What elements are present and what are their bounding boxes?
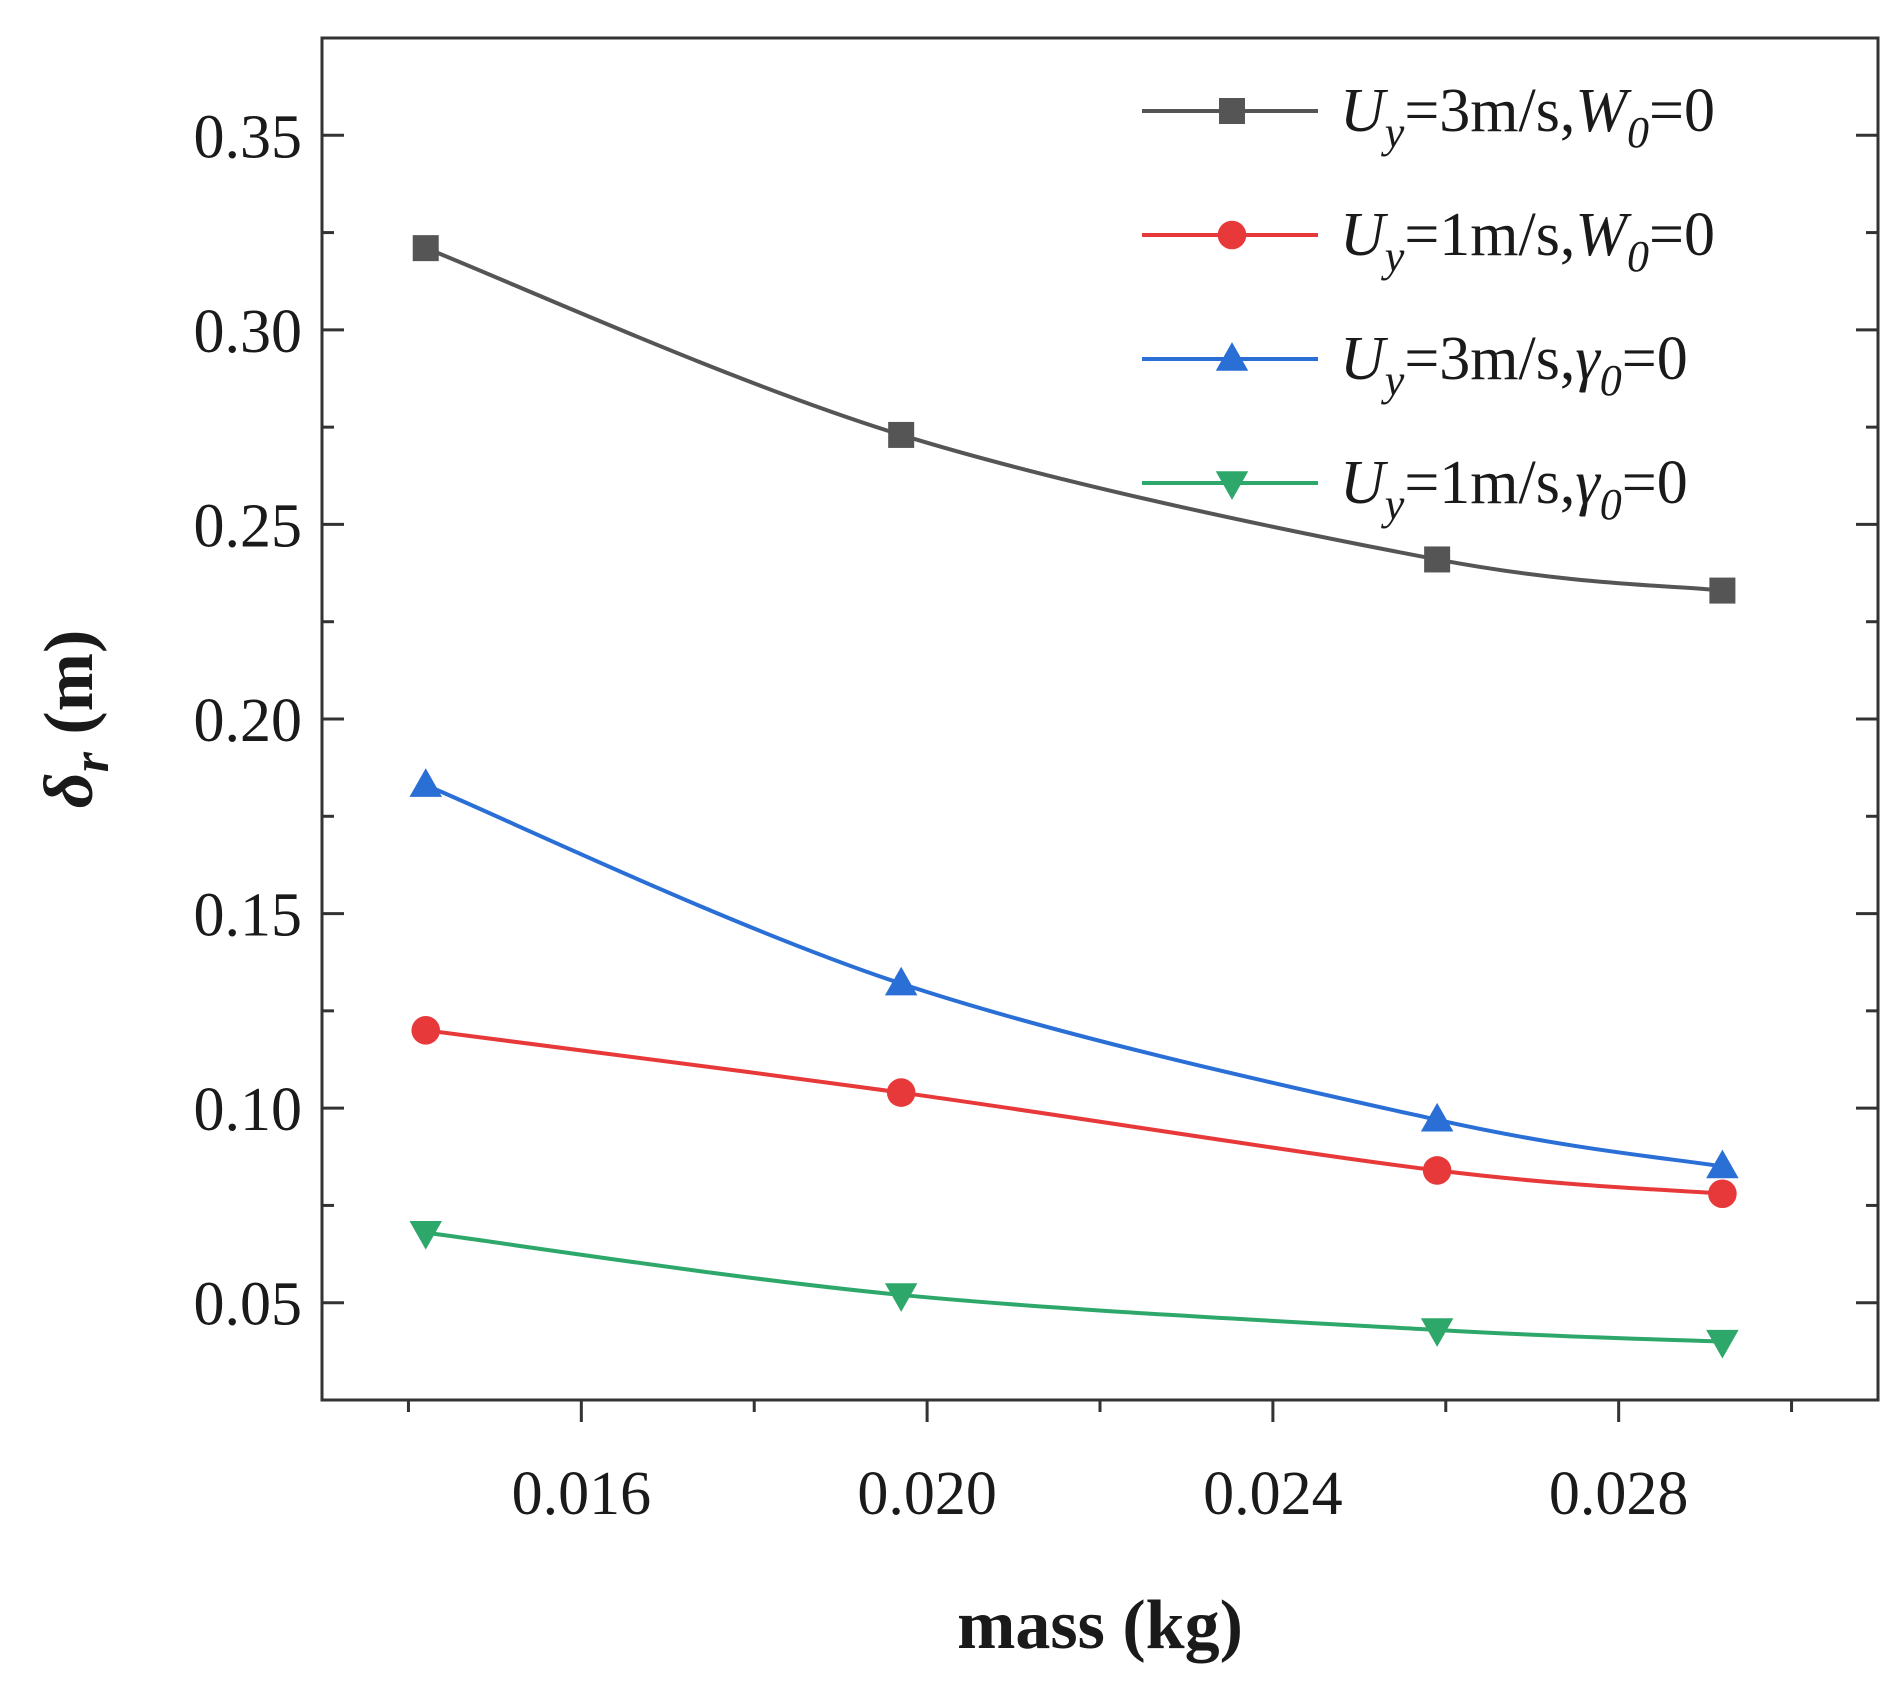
axis-titles: mass (kg) δr (m) bbox=[31, 630, 1243, 1664]
data-point bbox=[1709, 577, 1736, 604]
legend-marker bbox=[1219, 98, 1245, 124]
x-tick-label: 0.024 bbox=[1203, 1460, 1343, 1528]
legend-entry: Uy=3m/s,γ0=0 bbox=[1142, 325, 1688, 405]
legend-label: Uy=1m/s,γ0=0 bbox=[1340, 449, 1688, 529]
x-tick-label: 0.016 bbox=[512, 1460, 652, 1528]
axes-layer: 0.05 0.10 0.15 0.20 0.25 0.30 0.35 0.016 0.020 0.… bbox=[194, 36, 1880, 1528]
legend-entry: Uy=3m/s,W0=0 bbox=[1142, 77, 1715, 157]
legend-label: Uy=3m/s,γ0=0 bbox=[1340, 325, 1688, 405]
data-point bbox=[409, 768, 442, 797]
legend: Uy=3m/s,W0=0 Uy=1m/s,W0=0 Uy=3m/s,γ0=0 Uy=1… bbox=[1142, 77, 1715, 529]
series-layer bbox=[409, 235, 1739, 1359]
data-point bbox=[1420, 1102, 1454, 1132]
y-tick-label: 0.30 bbox=[194, 298, 303, 366]
legend-marker bbox=[1217, 220, 1247, 250]
legend-entry: Uy=1m/s,γ0=0 bbox=[1142, 449, 1688, 529]
data-point bbox=[409, 1220, 442, 1250]
data-point bbox=[1420, 1318, 1454, 1347]
data-point bbox=[1424, 546, 1451, 573]
series-0 bbox=[412, 235, 1736, 604]
series-line bbox=[425, 246, 1723, 593]
x-tick-label: 0.028 bbox=[1549, 1460, 1689, 1528]
legend-label: Uy=3m/s,W0=0 bbox=[1340, 77, 1715, 157]
legend-label: Uy=1m/s,W0=0 bbox=[1340, 201, 1715, 281]
series-line bbox=[424, 783, 1723, 1169]
y-axis-title: δr (m) bbox=[31, 630, 120, 809]
y-tick-label: 0.20 bbox=[194, 687, 303, 755]
data-point bbox=[1708, 1179, 1737, 1209]
data-point bbox=[1706, 1329, 1739, 1359]
x-axis-title: mass (kg) bbox=[957, 1587, 1243, 1664]
series-1 bbox=[411, 1016, 1737, 1209]
series-3 bbox=[409, 1220, 1739, 1359]
data-point bbox=[884, 1283, 918, 1312]
legend-entry: Uy=1m/s,W0=0 bbox=[1142, 201, 1715, 281]
y-tick-label: 0.05 bbox=[194, 1271, 303, 1339]
series-line bbox=[425, 1230, 1723, 1344]
data-point bbox=[884, 966, 918, 996]
y-tick-label: 0.15 bbox=[194, 882, 303, 950]
x-tick-label: 0.020 bbox=[857, 1460, 997, 1528]
series-line bbox=[425, 1028, 1723, 1196]
legend-marker bbox=[1215, 342, 1249, 371]
y-tick-label: 0.25 bbox=[194, 492, 303, 560]
data-point bbox=[1422, 1156, 1452, 1185]
data-point bbox=[411, 1016, 441, 1045]
data-point bbox=[886, 1078, 916, 1107]
y-tick-label: 0.10 bbox=[194, 1076, 303, 1144]
y-tick-label: 0.35 bbox=[194, 103, 303, 171]
data-point bbox=[412, 235, 439, 262]
series-2 bbox=[409, 768, 1739, 1179]
data-point bbox=[1706, 1149, 1739, 1179]
data-point bbox=[888, 421, 915, 448]
legend-marker bbox=[1215, 471, 1249, 500]
